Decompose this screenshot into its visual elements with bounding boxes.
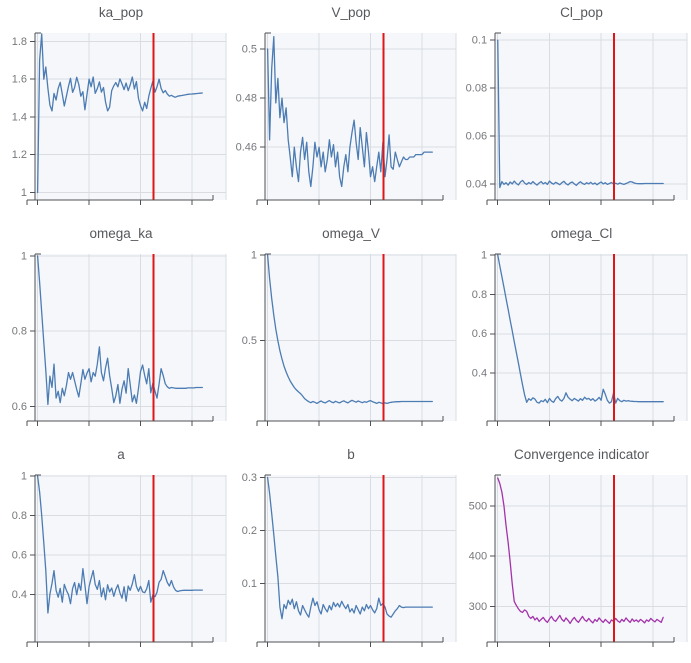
y-tick-label: 1 [481,250,487,262]
y-tick-label: 400 [469,551,487,563]
plot-canvas-convergence-indicator: 300 400 500 [469,474,688,647]
subplot-convergence-indicator: 300 400 500 Convergence indicator [460,442,691,663]
subplot-omega-cl: 0.4 0.6 0.8 1 omega_Cl [460,221,691,442]
series-line [497,254,664,404]
y-tick-label: 300 [469,601,487,613]
y-tick-label: 500 [469,501,487,513]
y-tick-label: 0.6 [12,401,27,413]
y-tick-label: 1 [21,470,27,482]
y-tick-label: 0.08 [466,83,487,95]
plot-title-ka-pop: ka_pop [98,5,144,20]
plot-panel [265,254,456,421]
y-tick-label: 1 [251,249,257,261]
plot-title-b: b [347,447,355,462]
subplot-omega-v: 0.5 1 omega_V [230,221,460,442]
plot-panel [265,475,456,642]
series-line [266,36,433,188]
plot-title-cl-pop: Cl_pop [560,5,603,20]
y-tick-label: 0.8 [472,289,487,301]
y-tick-label: 0.5 [242,335,257,347]
subplot-b: 0.1 0.2 0.3 b [230,442,460,663]
series-line [266,254,433,405]
plot-canvas-ka-pop: 1 1.2 1.4 1.6 1.8 [12,32,227,205]
plot-canvas-cl-pop: 0.04 0.06 0.08 0.1 [466,32,688,205]
y-tick-label: 0.1 [242,578,257,590]
y-tick-label: 0.3 [242,472,257,484]
series-line [497,477,664,625]
y-tick-label: 0.4 [12,589,27,601]
y-tick-label: 0.06 [466,131,487,143]
plot-canvas-omega-ka: 0.6 0.8 1 [12,250,227,426]
y-tick-label: 0.4 [472,368,487,380]
y-tick-label: 0.48 [236,93,257,105]
plot-panel [35,254,226,421]
plot-title-omega-v: omega_V [322,226,380,241]
plot-title-v-pop: V_pop [331,5,371,20]
y-tick-label: 1.2 [12,149,27,161]
plot-title-a: a [117,447,125,462]
subplot-ka-pop: 1 1.2 1.4 1.6 1.8 ka_pop [0,0,230,221]
plot-panel [265,33,456,200]
y-tick-label: 0.46 [236,142,257,154]
plot-canvas-omega-cl: 0.4 0.6 0.8 1 [472,250,688,426]
y-tick-label: 0.8 [12,326,27,338]
series-line [36,33,203,194]
y-tick-label: 1.6 [12,74,27,86]
plot-title-omega-cl: omega_Cl [550,226,613,241]
y-tick-label: 0.6 [12,549,27,561]
y-tick-label: 1 [21,250,27,262]
plot-panel [35,475,226,642]
series-line [36,475,203,614]
y-tick-label: 1.4 [12,111,27,123]
subplot-v-pop: 0.46 0.48 0.5 V_pop [230,0,460,221]
plot-canvas-omega-v: 0.51 [242,249,457,426]
subplot-cl-pop: 0.04 0.06 0.08 0.1 Cl_pop [460,0,691,221]
plot-title-omega-ka: omega_ka [89,226,153,241]
y-tick-label: 1 [21,187,27,199]
y-tick-label: 0.2 [242,525,257,537]
y-tick-label: 1.8 [12,36,27,48]
plot-canvas-v-pop: 0.46 0.48 0.5 [236,32,457,205]
plot-panel [495,475,687,642]
plot-panel [495,33,687,200]
series-line [36,255,203,406]
plot-canvas-a: 0.4 0.6 0.8 1 [12,470,227,647]
y-tick-label: 0.5 [242,43,257,55]
plot-title-convergence-indicator: Convergence indicator [513,447,650,462]
y-tick-label: 0.8 [12,510,27,522]
series-line [266,476,433,620]
subplot-omega-ka: 0.6 0.8 1 omega_ka [0,221,230,442]
y-tick-label: 0.6 [472,328,487,340]
y-tick-label: 0.04 [466,178,487,190]
plot-canvas-b: 0.1 0.2 0.3 [242,472,457,647]
y-tick-label: 0.1 [472,35,487,47]
plot-panel [495,254,687,421]
series-line [497,39,664,189]
subplot-a: 0.4 0.6 0.8 1 a [0,442,230,663]
